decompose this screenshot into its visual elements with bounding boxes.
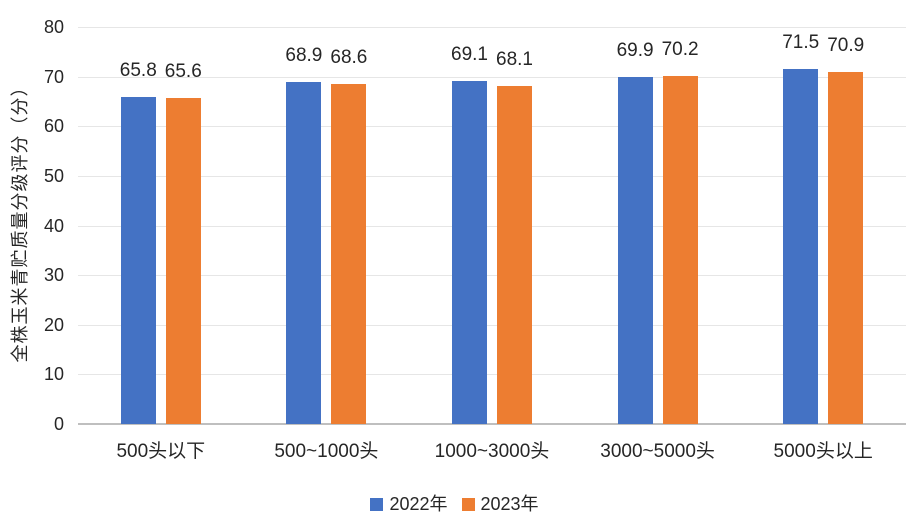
- x-axis-category-label: 5000头以上: [773, 441, 873, 462]
- legend-label: 2022年: [389, 494, 448, 514]
- gridline: [78, 226, 906, 227]
- bar-2023年[interactable]: [331, 83, 367, 424]
- gridline: [78, 374, 906, 375]
- legend-swatch-icon: [370, 497, 384, 511]
- y-axis-tick-label: 40: [43, 215, 64, 236]
- gridline: [78, 325, 906, 326]
- bar-2022年[interactable]: [120, 97, 156, 424]
- x-axis-category-label: 1000~3000头: [434, 441, 550, 462]
- x-axis-line: [78, 423, 906, 425]
- bar-value-label: 68.9: [285, 45, 323, 67]
- legend-item-2023年[interactable]: 2023年: [461, 494, 539, 514]
- bar-2023年[interactable]: [497, 86, 532, 424]
- bar-2022年[interactable]: [286, 82, 322, 424]
- y-axis-tick-label: 10: [43, 364, 64, 385]
- bar-value-label: 71.5: [782, 32, 820, 54]
- gridline: [78, 176, 906, 177]
- bar-value-label: 68.1: [496, 49, 533, 71]
- bar-2023年[interactable]: [828, 72, 864, 424]
- gridline: [78, 126, 906, 127]
- x-axis-category-label: 500~1000头: [274, 441, 379, 462]
- bar-value-label: 69.9: [616, 40, 654, 62]
- bar-2022年[interactable]: [617, 77, 653, 424]
- y-axis-tick-label: 60: [43, 116, 64, 137]
- y-axis-tick-label: 0: [53, 414, 64, 434]
- y-axis-tick-label: 50: [43, 165, 64, 186]
- gridline: [78, 77, 906, 78]
- bar-value-label: 69.1: [451, 44, 488, 66]
- bar-2023年[interactable]: [165, 98, 201, 424]
- bar-2022年[interactable]: [783, 69, 819, 424]
- y-axis-tick-label: 30: [43, 265, 64, 286]
- x-axis-category-label: 500头以下: [116, 441, 206, 462]
- legend-swatch-icon: [461, 497, 475, 511]
- bar-value-label: 65.8: [119, 60, 157, 82]
- bar-value-label: 68.6: [330, 46, 368, 68]
- gridline: [78, 275, 906, 276]
- legend: 2022年 2023年: [0, 494, 909, 514]
- gridline: [78, 27, 906, 28]
- bar-value-label: 65.6: [164, 61, 202, 83]
- y-axis-tick-label: 70: [43, 66, 64, 87]
- x-axis-category-label: 3000~5000头: [600, 441, 715, 462]
- legend-label: 2023年: [480, 494, 539, 514]
- legend-item-2022年[interactable]: 2022年: [370, 494, 448, 514]
- bar-2023年[interactable]: [662, 75, 698, 424]
- bar-value-label: 70.2: [661, 38, 699, 60]
- y-axis-tick-label: 20: [43, 314, 64, 335]
- y-axis-tick-label: 80: [43, 17, 64, 37]
- bar-2022年[interactable]: [452, 81, 487, 424]
- bar-value-label: 70.9: [827, 35, 865, 57]
